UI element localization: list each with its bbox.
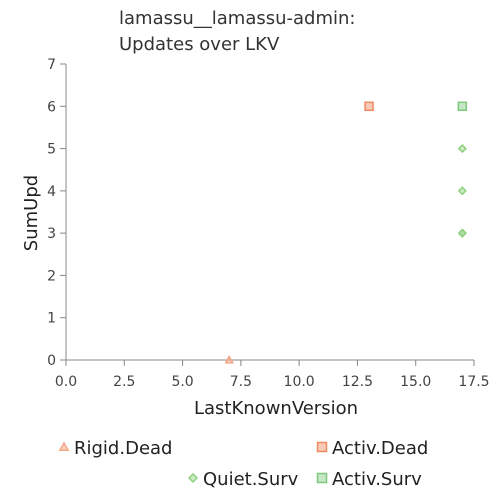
point-activ-dead [364, 101, 374, 112]
legend-marker-activ-surv [316, 472, 328, 484]
y-tick-label: 6 [47, 99, 56, 115]
legend-marker-rigid-dead [58, 441, 70, 451]
legend-label-activ-surv: Activ.Surv [332, 469, 422, 490]
y-tick-label: 0 [47, 353, 56, 369]
legend-marker-quiet-surv [187, 472, 199, 484]
point-quiet-surv [457, 228, 467, 238]
legend-label-quiet-surv: Quiet.Surv [203, 469, 299, 490]
x-tick-label: 17.5 [458, 374, 489, 390]
y-tick-label: 4 [47, 184, 56, 200]
y-tick-label: 7 [47, 57, 56, 73]
x-tick-label: 5.0 [171, 374, 193, 390]
x-tick-label: 0.0 [55, 374, 77, 390]
x-tick-label: 2.5 [113, 374, 135, 390]
y-tick-label: 5 [47, 142, 56, 158]
point-rigid-dead [224, 354, 234, 364]
x-tick-label: 10.0 [284, 374, 315, 390]
y-tick-label: 2 [47, 268, 56, 284]
legend-label-rigid-dead: Rigid.Dead [74, 438, 172, 459]
point-activ-surv [457, 101, 468, 112]
y-tick-label: 3 [47, 226, 56, 242]
y-tick-label: 1 [47, 311, 56, 327]
data-marks [224, 101, 468, 364]
axes: 0 1 2 3 4 5 6 7 0.0 2.5 5.0 7.5 10.0 12.5 15.0 17.5 [47, 57, 490, 390]
x-tick-label: 15.0 [400, 374, 431, 390]
legend-marker-activ-dead [316, 441, 328, 453]
x-tick-label: 7.5 [230, 374, 252, 390]
chart-title-line-2: Updates over LKV [119, 34, 280, 55]
x-axis-label: LastKnownVersion [194, 398, 358, 419]
legend-label-activ-dead: Activ.Dead [332, 438, 428, 459]
chart-title-line-1: lamassu__lamassu-admin: [119, 8, 355, 29]
y-axis-label: SumUpd [21, 175, 42, 251]
x-tick-label: 12.5 [342, 374, 373, 390]
point-quiet-surv [457, 144, 467, 154]
point-quiet-surv [457, 186, 467, 196]
legend: Rigid.Dead Activ.Dead Quiet.Surv Activ.Surv [58, 438, 428, 490]
